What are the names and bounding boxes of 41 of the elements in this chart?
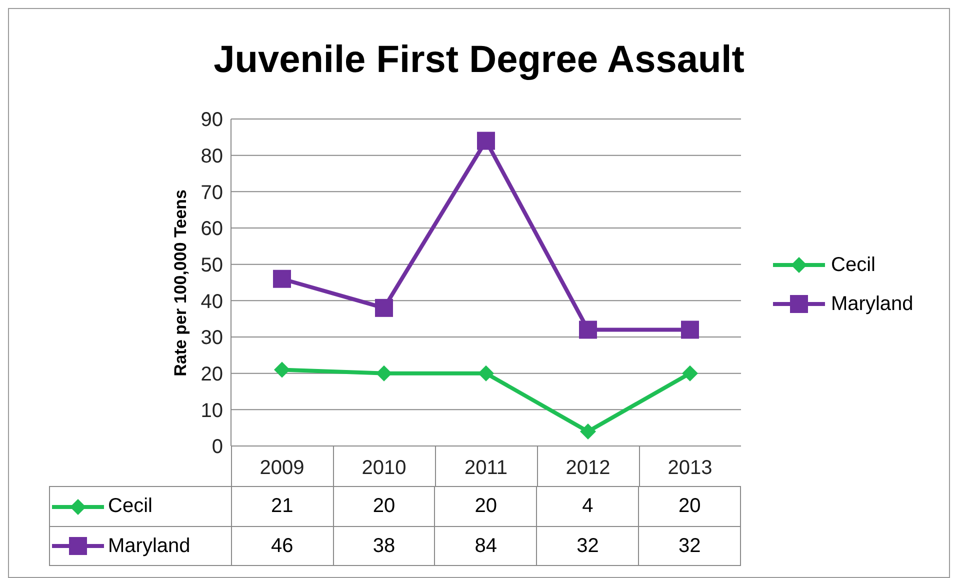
data-label: 46 xyxy=(232,527,334,565)
chart-title: Juvenile First Degree Assault xyxy=(212,39,746,82)
point xyxy=(273,270,291,288)
x-tick-label: 2011 xyxy=(464,457,508,480)
point xyxy=(375,298,393,317)
data-label: 20 xyxy=(435,487,538,526)
text: Cecil xyxy=(831,254,876,276)
y-tick-label: 80 xyxy=(200,145,223,168)
y-tick-label: 70 xyxy=(200,182,223,204)
text: Maryland xyxy=(108,534,190,556)
point xyxy=(580,423,596,440)
data-label: 38 xyxy=(334,527,436,565)
y-tick-label: 60 xyxy=(200,218,223,240)
x-tick-label: 2013 xyxy=(668,457,712,480)
x-tick-label: 2009 xyxy=(260,457,304,480)
point xyxy=(681,320,699,339)
point xyxy=(477,132,495,150)
data-label: 84 xyxy=(435,527,538,565)
data-label: 32 xyxy=(639,527,742,565)
point xyxy=(478,365,494,382)
point xyxy=(376,365,392,382)
data-label: 21 xyxy=(232,487,334,526)
y-tick-label: 0 xyxy=(212,436,223,458)
y-tick-label: 40 xyxy=(200,290,223,313)
point xyxy=(682,365,698,382)
y-tick-label: 10 xyxy=(200,400,223,422)
point xyxy=(579,320,597,339)
y-tick-label: 50 xyxy=(200,254,223,276)
y-axis-title: Rate per 100,000 Teens xyxy=(171,189,191,376)
data-label: 4 xyxy=(537,487,640,526)
y-tick-label: 90 xyxy=(200,109,223,132)
x-tick-label: 2012 xyxy=(566,457,610,480)
legend-label: Maryland xyxy=(831,292,914,316)
y-tick-label: 30 xyxy=(200,327,223,350)
x-tick-label: 2010 xyxy=(362,457,406,480)
legend-label: Cecil xyxy=(108,495,152,518)
y-tick-label: 20 xyxy=(200,363,223,386)
data-label: 20 xyxy=(334,487,436,526)
data-label: 32 xyxy=(537,527,640,565)
point xyxy=(274,362,290,378)
data-label: 20 xyxy=(639,487,742,526)
